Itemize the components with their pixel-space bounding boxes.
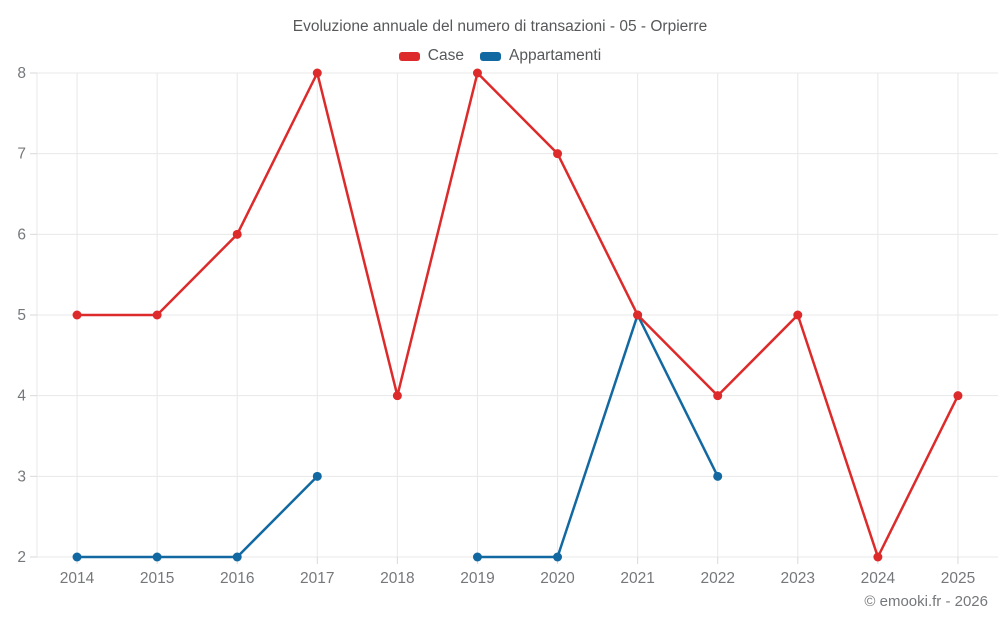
series-appartamenti [72, 310, 723, 562]
axis-labels: 2 3 4 5 6 7 8 2014 2015 2016 2017 2018 2019 2020 2021 2… [17, 65, 975, 587]
point-case-2017[interactable] [312, 68, 322, 78]
x-axis-label: 2020 [540, 570, 575, 587]
axis-ticks [30, 72, 959, 564]
point-case-2022[interactable] [713, 391, 723, 401]
y-axis-label: 8 [17, 65, 26, 82]
y-axis-label: 7 [17, 146, 26, 163]
series-case-line [75, 71, 960, 559]
chart-legend: Case Appartamenti [0, 47, 1000, 65]
x-axis-label: 2022 [700, 570, 734, 587]
point-appartamenti-2017[interactable] [312, 471, 322, 481]
series-case [72, 68, 963, 562]
point-appartamenti-2020[interactable] [553, 552, 563, 562]
point-case-2021[interactable] [633, 310, 643, 320]
chart-title: Evoluzione annuale del numero di transaz… [292, 18, 708, 35]
x-axis-label: 2023 [781, 570, 815, 587]
y-axis-label: 6 [17, 226, 26, 243]
y-axis-label: 4 [17, 388, 26, 405]
x-axis-label: 2024 [861, 570, 896, 587]
point-case-2014[interactable] [72, 310, 82, 320]
point-case-2018[interactable] [392, 391, 402, 401]
point-case-2015[interactable] [152, 310, 162, 320]
point-appartamenti-2014[interactable] [72, 552, 82, 562]
point-appartamenti-2016[interactable] [232, 552, 242, 562]
series-appartamenti-line [476, 313, 719, 559]
point-case-2016[interactable] [232, 229, 242, 239]
point-case-2020[interactable] [553, 149, 563, 159]
x-axis-label: 2015 [140, 570, 174, 587]
legend-label-appartamenti: Appartamenti [508, 47, 602, 64]
x-axis-label: 2025 [941, 570, 975, 587]
series-appartamenti-line [75, 475, 319, 559]
x-axis-label: 2018 [380, 570, 414, 587]
y-axis-label: 2 [17, 549, 26, 566]
y-axis-label: 3 [17, 468, 26, 485]
x-axis-label: 2014 [60, 570, 95, 587]
point-case-2023[interactable] [793, 310, 803, 320]
y-axis-label: 5 [17, 307, 26, 324]
x-axis-label: 2019 [460, 570, 494, 587]
point-appartamenti-2019[interactable] [472, 552, 482, 562]
legend-label-case: Case [427, 47, 464, 64]
point-appartamenti-2015[interactable] [152, 552, 162, 562]
x-axis-label: 2017 [300, 570, 334, 587]
legend-item-appartamenti[interactable]: Appartamenti [479, 47, 602, 65]
legend-item-case[interactable]: Case [398, 47, 464, 65]
copyright-credit: © emooki.fr - 2026 [864, 593, 988, 610]
point-appartamenti-2022[interactable] [713, 471, 723, 481]
point-case-2025[interactable] [953, 391, 963, 401]
legend-swatch-appartamenti-icon [479, 51, 501, 61]
point-case-2019[interactable] [472, 68, 482, 78]
x-axis-label: 2016 [220, 570, 254, 587]
x-axis-label: 2021 [620, 570, 654, 587]
legend-swatch-case-icon [398, 51, 420, 61]
point-case-2024[interactable] [873, 552, 883, 562]
